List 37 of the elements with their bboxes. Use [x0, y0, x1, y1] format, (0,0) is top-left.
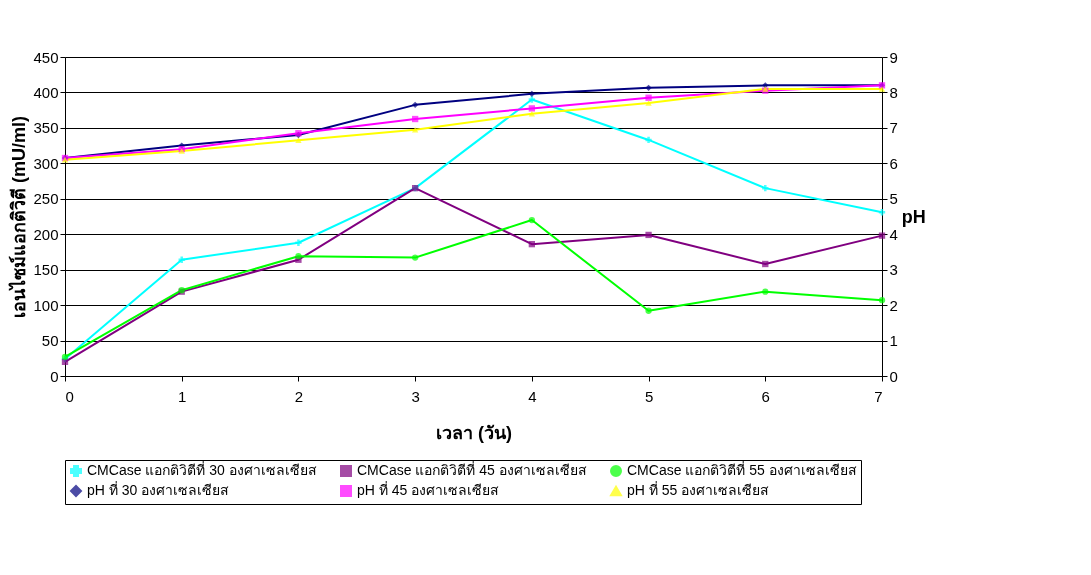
- x-tick-label: 0: [65, 387, 74, 405]
- x-tick-label: 3: [411, 387, 420, 405]
- y2-tick-label: 1: [889, 332, 898, 350]
- y-tick-label: 0: [50, 367, 59, 385]
- y2-tick-label: 7: [889, 119, 898, 137]
- legend-label: pH ที่ 55 องศาเซลเซียส: [627, 481, 770, 498]
- legend-label: pH ที่ 45 องศาเซลเซียส: [357, 481, 500, 498]
- y2-tick-label: 4: [889, 225, 898, 243]
- y-tick-label: 150: [33, 261, 59, 279]
- y-tick-label: 450: [33, 48, 59, 66]
- x-axis-title: เวลา (วัน): [436, 422, 512, 443]
- x-tick-label: 7: [874, 387, 883, 405]
- legend-label: CMCase แอกติวิตีที่ 30 องศาเซลเซียส: [87, 461, 317, 478]
- x-tick-label: 5: [644, 387, 654, 405]
- y2-tick-label: 2: [889, 296, 898, 314]
- y-axis-title: เอนไซม์แอกติวิตี (mU/ml): [8, 115, 30, 318]
- x-tick-label: 2: [294, 387, 304, 405]
- y2-tick-label: 0: [889, 367, 898, 385]
- y-tick-label: 350: [33, 119, 59, 137]
- y2-tick-label: 6: [889, 154, 898, 172]
- legend-label: CMCase แอกติวิตีที่ 55 องศาเซลเซียส: [627, 461, 857, 478]
- legend-label: pH ที่ 30 องศาเซลเซียส: [87, 481, 230, 498]
- y-tick-label: 100: [33, 296, 59, 314]
- y2-tick-label: 5: [889, 190, 898, 208]
- y2-tick-label: 9: [889, 48, 898, 66]
- x-tick-label: 6: [761, 387, 770, 405]
- y-tick-label: 200: [33, 225, 59, 243]
- y-tick-label: 50: [41, 332, 59, 350]
- y2-tick-label: 8: [889, 83, 898, 101]
- x-tick-label: 1: [178, 387, 187, 405]
- legend-label: CMCase แอกติวิตีที่ 45 องศาเซลเซียส: [357, 461, 587, 478]
- y2-axis-title: pH: [901, 206, 926, 227]
- y-tick-label: 400: [33, 83, 59, 101]
- x-tick-label: 4: [528, 387, 537, 405]
- y-tick-label: 300: [33, 154, 59, 172]
- y2-tick-label: 3: [889, 261, 898, 279]
- y-tick-label: 250: [33, 190, 59, 208]
